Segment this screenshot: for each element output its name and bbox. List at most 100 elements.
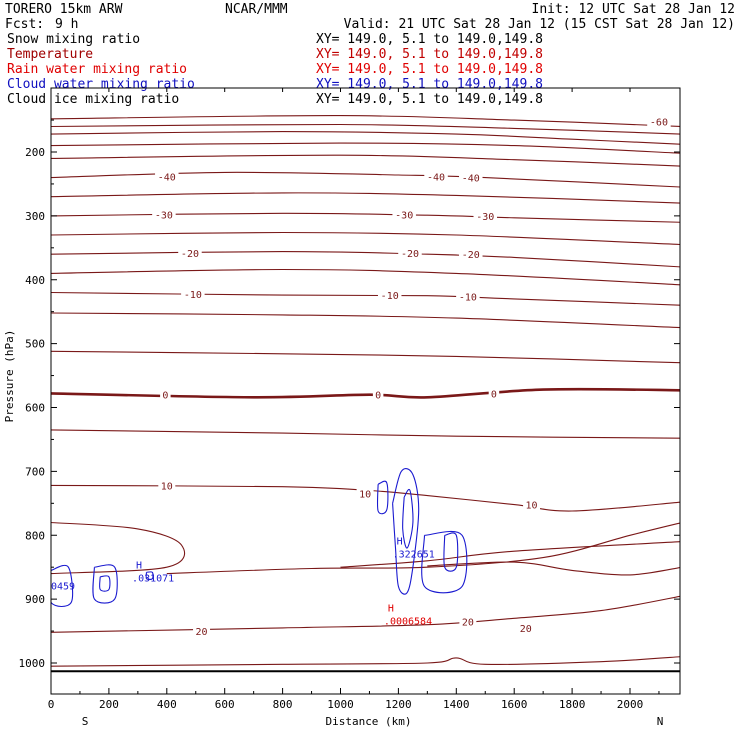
contour-label-bg (459, 171, 483, 184)
contour-label: -20 (181, 249, 199, 260)
isotherm-line (51, 656, 680, 667)
legend-label: Cloud ice mixing ratio (7, 92, 179, 107)
contour-label: -20 (462, 250, 480, 261)
plot-area: -60 -40 -40 -40 -30 -30 -30 -20 -20 -20 -10 -10 -10 0… (50, 87, 681, 695)
extremum-value: .031071 (132, 574, 174, 585)
contour-label: -30 (476, 212, 494, 223)
contour-label-bg (181, 287, 205, 300)
contour-label: -10 (184, 290, 202, 301)
valid-time: Valid: 21 UTC Sat 28 Jan 12 (15 CST Sat … (344, 17, 735, 32)
extremum-marker: H (136, 561, 142, 572)
contour-label-bg (459, 615, 477, 628)
isotherm-line (51, 142, 680, 154)
legend-xy: XY= 149.0, 5.1 to 149.0,149.8 (316, 47, 543, 62)
contour-label: 20 (520, 624, 532, 635)
isotherm--10 (51, 291, 680, 306)
legend-xy: XY= 149.0, 5.1 to 149.0,149.8 (316, 77, 543, 92)
contour-label: -10 (459, 292, 477, 303)
contour-label-bg (473, 209, 497, 222)
isotherm-line (51, 521, 186, 575)
contour-label: -40 (158, 172, 176, 183)
y-tick-label: 1000 (19, 657, 46, 670)
y-tick-label: 200 (25, 146, 45, 159)
isotherm--60 (51, 115, 680, 127)
legend-xy: XY= 149.0, 5.1 to 149.0,149.8 (316, 32, 543, 47)
extremum-value: 0459 (51, 581, 75, 592)
contour-label-bg (155, 170, 179, 183)
contour-label: 0 (491, 389, 497, 400)
contour-label-bg (424, 170, 448, 183)
x-axis-title: Distance (km) (325, 715, 411, 728)
isotherm-line (51, 268, 680, 286)
extremum-marker: H (397, 536, 403, 547)
cloud-water-contour (402, 488, 414, 549)
y-axis-title: Pressure (hPa) (3, 330, 16, 423)
isotherm-line (51, 231, 680, 246)
y-tick-label: 300 (25, 210, 45, 223)
y-tick-label: 700 (25, 465, 45, 478)
cloud-water-contour (99, 575, 111, 592)
contour-label-bg (356, 487, 374, 500)
contour-label-bg (517, 621, 535, 634)
axes: 0 200 400 600 800 1000 1200 1400 1600 1800 2000200… (3, 88, 680, 728)
model-title: TORERO 15km ARW (5, 2, 123, 17)
contour-label-bg (152, 208, 176, 221)
organization: NCAR/MMM (225, 2, 288, 17)
cloud-water-contour (51, 564, 74, 608)
x-tick-label: 1800 (559, 698, 586, 711)
contour-label: -30 (155, 211, 173, 222)
y-tick-label: 900 (25, 593, 45, 606)
x-end-left: S (82, 715, 89, 728)
legend-xy: XY= 149.0, 5.1 to 149.0,149.8 (316, 92, 543, 107)
y-tick-label: 600 (25, 402, 45, 415)
plot-frame (50, 87, 681, 695)
isotherm-10 (51, 484, 680, 512)
isotherm-line (166, 522, 680, 575)
contour-label: 0 (162, 391, 168, 402)
contour-labels: -60 -40 -40 -40 -30 -30 -30 -20 -20 -20 -10 -10 -10 0… (51, 115, 671, 638)
contour-label: -30 (395, 211, 413, 222)
isotherm--20 (51, 251, 680, 268)
extremum-value: .322651 (393, 549, 435, 560)
contour-label-bg (392, 208, 416, 221)
isotherm-line (51, 192, 680, 204)
contour-label: -20 (401, 249, 419, 260)
isotherm-line (51, 350, 680, 364)
init-time: Init: 12 UTC Sat 28 Jan 12 (532, 2, 736, 17)
extremum-value: .0006584 (384, 616, 432, 627)
extremum-marker: H (388, 603, 394, 614)
isotherm-line (51, 312, 680, 329)
contour-label-bg (456, 290, 480, 303)
x-tick-label: 1600 (501, 698, 528, 711)
x-tick-label: 1400 (443, 698, 470, 711)
x-tick-label: 400 (157, 698, 177, 711)
y-tick-label: 400 (25, 274, 45, 287)
contour-label-bg (459, 248, 483, 261)
isotherm-0 (51, 387, 680, 399)
x-tick-label: 800 (273, 698, 293, 711)
contour-label-bg (488, 387, 500, 400)
contour-label-bg (158, 479, 176, 492)
isotherm-line (340, 541, 680, 568)
cloud-water-contour (443, 532, 459, 572)
legend-label: Temperature (7, 47, 93, 62)
contour-label-bg (523, 498, 541, 511)
x-end-right: N (657, 715, 664, 728)
chart-legend: Snow mixing ratio XY= 149.0, 5.1 to 149.0… (7, 32, 543, 107)
isotherm--50 (51, 131, 680, 145)
isotherm-line (51, 429, 680, 439)
contour-label-bg (160, 388, 171, 401)
legend-label: Rain water mixing ratio (7, 62, 187, 77)
isotherm-20 (51, 595, 680, 633)
x-tick-label: 1200 (385, 698, 412, 711)
temperature-isotherms (51, 115, 680, 673)
contour-label-bg (398, 246, 422, 259)
legend-label: Snow mixing ratio (7, 32, 140, 47)
legend-xy: XY= 149.0, 5.1 to 149.0,149.8 (316, 62, 543, 77)
contour-label-bg (377, 289, 402, 302)
isotherm-line (51, 154, 680, 167)
isotherm--30 (51, 212, 680, 223)
x-tick-label: 600 (215, 698, 235, 711)
contour-label-bg (647, 115, 671, 128)
contour-label: 0 (375, 391, 381, 402)
